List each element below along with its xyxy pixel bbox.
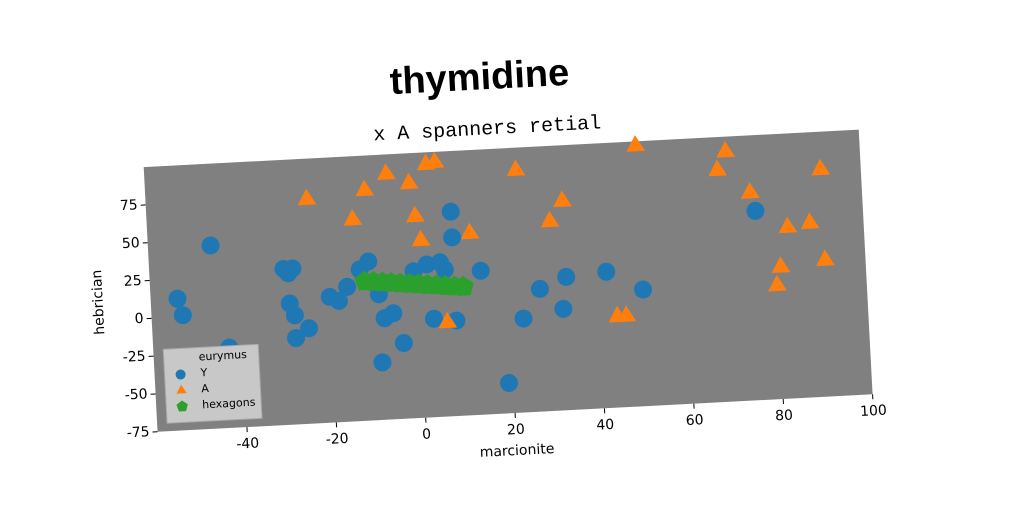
- x-tick-label: 0: [422, 426, 432, 442]
- point: [201, 236, 220, 255]
- legend-box: [162, 343, 263, 424]
- x-tick-label: 20: [507, 422, 526, 439]
- point: [175, 369, 186, 380]
- point: [746, 201, 765, 220]
- y-tick-label: 75: [119, 197, 138, 214]
- y-tick-label: -25: [122, 349, 146, 366]
- point: [811, 158, 831, 176]
- legend-label: A: [201, 382, 210, 395]
- point: [394, 334, 413, 353]
- point: [176, 384, 187, 394]
- point: [359, 252, 378, 271]
- point: [768, 274, 787, 292]
- x-tick-label: 60: [685, 412, 704, 429]
- point: [438, 311, 458, 329]
- point: [471, 261, 490, 280]
- point: [778, 216, 798, 234]
- point: [626, 135, 646, 152]
- point: [553, 190, 572, 208]
- point: [708, 159, 728, 177]
- x-tick-label: -20: [325, 431, 349, 448]
- point: [740, 182, 760, 199]
- plot-area: [143, 129, 873, 432]
- point: [168, 289, 187, 308]
- point: [443, 228, 462, 247]
- point: [634, 280, 653, 299]
- point: [355, 179, 375, 197]
- point: [373, 353, 392, 372]
- x-tick-label: 40: [596, 417, 615, 434]
- point: [557, 267, 576, 286]
- point: [816, 249, 835, 267]
- point: [406, 205, 425, 223]
- x-tick-label: 80: [775, 407, 794, 424]
- point: [617, 305, 637, 323]
- point: [173, 306, 192, 325]
- point: [329, 291, 348, 310]
- y-tick-label: -75: [126, 424, 150, 441]
- legend-label: Y: [199, 366, 208, 379]
- point: [283, 259, 302, 278]
- chart-subtitle: x A spanners retial: [373, 112, 602, 147]
- point: [514, 309, 533, 328]
- y-tick-label: -50: [124, 386, 148, 403]
- legend-title: eurymus: [198, 348, 247, 364]
- point: [297, 188, 317, 206]
- point: [176, 400, 188, 412]
- point: [771, 256, 791, 274]
- x-axis-label: marcionite: [479, 441, 554, 461]
- point: [425, 151, 445, 169]
- chart-title: thymidine: [389, 52, 570, 103]
- y-tick-label: 50: [121, 235, 140, 252]
- point: [716, 141, 736, 158]
- point: [411, 229, 431, 247]
- point: [453, 276, 474, 296]
- legend-label: hexagons: [202, 396, 256, 412]
- point: [435, 260, 454, 279]
- point: [399, 172, 419, 190]
- x-tick-label: 100: [860, 403, 888, 420]
- y-tick-label: 25: [123, 273, 142, 290]
- figure: thymidine x A spanners retial -40 -20 0 20 4…: [89, 52, 888, 461]
- point: [800, 212, 820, 230]
- point: [500, 374, 519, 393]
- point: [384, 304, 403, 323]
- point: [460, 222, 480, 240]
- point: [417, 255, 436, 274]
- point: [424, 309, 443, 328]
- y-axis-label: hebrician: [89, 269, 108, 335]
- point: [287, 329, 306, 348]
- x-tick-label: -40: [236, 435, 260, 452]
- y-tick-label: 0: [134, 311, 144, 327]
- point: [343, 209, 363, 226]
- point: [540, 210, 560, 228]
- point: [554, 299, 573, 318]
- point: [299, 319, 318, 338]
- point: [597, 262, 616, 281]
- point: [285, 306, 304, 325]
- point: [441, 202, 460, 221]
- point: [506, 159, 526, 177]
- point: [338, 277, 357, 296]
- point: [530, 279, 549, 298]
- point: [376, 163, 396, 181]
